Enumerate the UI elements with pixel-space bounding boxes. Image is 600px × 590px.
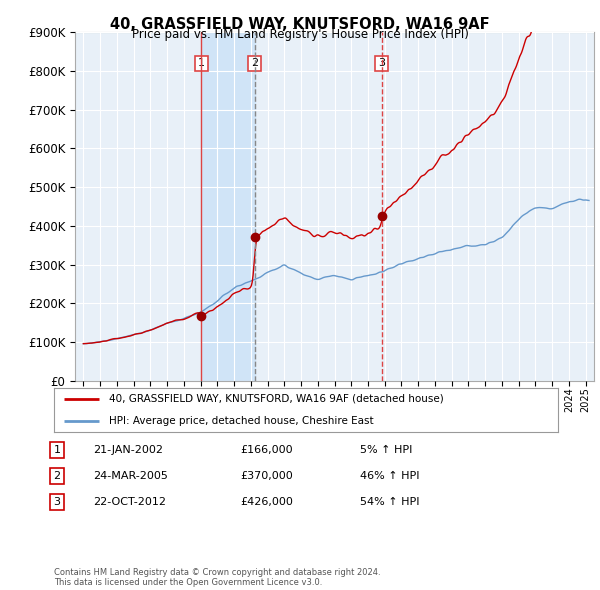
Text: £166,000: £166,000 [240,445,293,455]
Text: 3: 3 [53,497,61,507]
Text: 5% ↑ HPI: 5% ↑ HPI [360,445,412,455]
Text: 40, GRASSFIELD WAY, KNUTSFORD, WA16 9AF (detached house): 40, GRASSFIELD WAY, KNUTSFORD, WA16 9AF … [109,394,444,404]
Text: £426,000: £426,000 [240,497,293,507]
Text: HPI: Average price, detached house, Cheshire East: HPI: Average price, detached house, Ches… [109,416,374,426]
Text: Price paid vs. HM Land Registry's House Price Index (HPI): Price paid vs. HM Land Registry's House … [131,28,469,41]
Bar [202,32,254,381]
Text: 40, GRASSFIELD WAY, KNUTSFORD, WA16 9AF: 40, GRASSFIELD WAY, KNUTSFORD, WA16 9AF [110,17,490,31]
Text: 54% ↑ HPI: 54% ↑ HPI [360,497,419,507]
Text: 24-MAR-2005: 24-MAR-2005 [93,471,168,481]
Text: 1: 1 [198,58,205,68]
Text: 1: 1 [53,445,61,455]
Text: 46% ↑ HPI: 46% ↑ HPI [360,471,419,481]
Text: 21-JAN-2002: 21-JAN-2002 [93,445,163,455]
Text: £370,000: £370,000 [240,471,293,481]
Text: 22-OCT-2012: 22-OCT-2012 [93,497,166,507]
Text: 2: 2 [53,471,61,481]
Text: Contains HM Land Registry data © Crown copyright and database right 2024.
This d: Contains HM Land Registry data © Crown c… [54,568,380,587]
Text: 2: 2 [251,58,258,68]
Text: 3: 3 [378,58,385,68]
